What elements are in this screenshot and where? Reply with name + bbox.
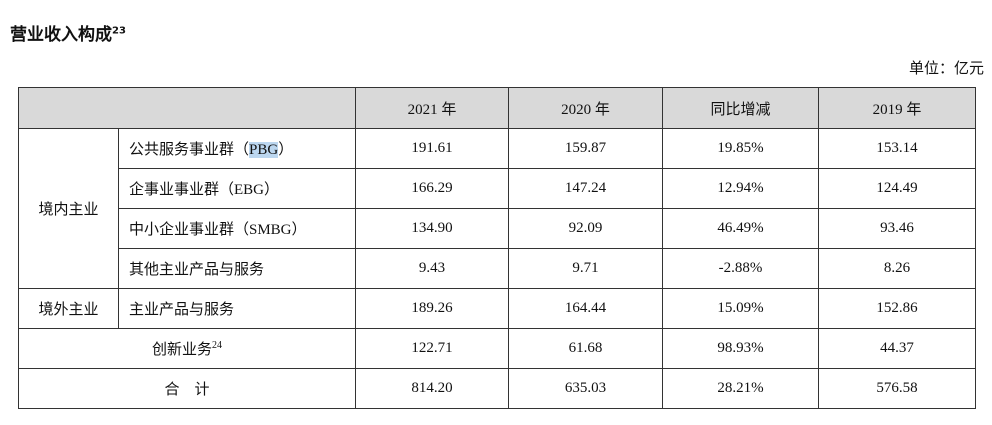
label-part: 企事业事业群（EBG） <box>129 182 280 198</box>
label-text: 创新业务 <box>151 342 212 358</box>
row-label: 中小企业事业群（SMBG） <box>118 208 356 249</box>
value-cell: 153.14 <box>818 128 976 169</box>
value-cell: 635.03 <box>508 368 663 409</box>
header-cell: 2021 年 <box>355 87 509 129</box>
title: 营业收入构成23 <box>10 20 126 45</box>
value-cell: 98.93% <box>662 328 819 369</box>
group-label: 境外主业 <box>18 288 119 329</box>
value-cell: 814.20 <box>355 368 509 409</box>
header-cell: 2019 年 <box>818 87 976 129</box>
unit: 单位：亿元 <box>908 61 984 77</box>
value-cell: 122.71 <box>355 328 509 369</box>
value-cell: 9.71 <box>508 248 663 289</box>
value-cell: 19.85% <box>662 128 819 169</box>
label-part: 公共服务事业群（ <box>129 142 250 158</box>
label-text: 合 计 <box>164 382 210 398</box>
value-cell: 92.09 <box>508 208 663 249</box>
row-label: 主业产品与服务 <box>118 288 356 329</box>
value-cell: 12.94% <box>662 168 819 209</box>
header-row: 2021 年 2020 年同比增减 2019 年 <box>18 87 976 129</box>
value-cell: 164.44 <box>508 288 663 329</box>
value-cell: 147.24 <box>508 168 663 209</box>
footnote-ref: 23 <box>112 25 126 37</box>
value-cell: 46.49% <box>662 208 819 249</box>
table-row: 企事业事业群（EBG） 166.29 147.24 12.94% 124.49 <box>19 168 976 209</box>
label-part: 中小企业事业群（SMBG） <box>129 222 307 238</box>
table-row: 中小企业事业群（SMBG） 134.90 92.09 46.49% 93.46 <box>19 208 976 249</box>
row-label: 其他主业产品与服务 <box>118 248 356 289</box>
header-cell: 同比增减 <box>662 87 819 129</box>
value-cell: 93.46 <box>818 208 976 249</box>
title-text: 营业收入构成 <box>10 25 112 45</box>
value-cell: 15.09% <box>662 288 819 329</box>
label-part: ） <box>278 142 294 158</box>
revenue-table: 2021 年 2020 年同比增减 2019 年境内主业 公共服务事业群（PBG） 19… <box>18 87 976 409</box>
value-cell: 152.86 <box>818 288 976 329</box>
table-row: 境内主业 公共服务事业群（PBG） 191.61 159.87 19.85% 153.14 <box>18 128 976 289</box>
value-cell: 166.29 <box>355 168 509 209</box>
label-part: PBG <box>249 142 279 158</box>
table-row: 其他主业产品与服务 9.43 9.71 -2.88% 8.26 <box>19 248 976 289</box>
table-row: 创新业务24 122.71 61.68 98.93% 44.37 <box>18 328 976 369</box>
value-cell: 159.87 <box>508 128 663 169</box>
label-part: 主业产品与服务 <box>129 302 235 318</box>
value-cell: 191.61 <box>355 128 509 169</box>
row-label: 创新业务24 <box>18 328 356 369</box>
header-cell: 2020 年 <box>508 87 663 129</box>
value-cell: 9.43 <box>355 248 509 289</box>
row-label: 公共服务事业群（PBG） <box>118 128 356 169</box>
value-cell: 61.68 <box>508 328 663 369</box>
value-cell: 28.21% <box>662 368 819 409</box>
table-row: 合 计 814.20 635.03 28.21% 576.58 <box>18 368 976 409</box>
label-part: 其他主业产品与服务 <box>129 262 265 278</box>
value-cell: 576.58 <box>818 368 976 409</box>
value-cell: -2.88% <box>662 248 819 289</box>
value-cell: 124.49 <box>818 168 976 209</box>
row-label: 企事业事业群（EBG） <box>118 168 356 209</box>
table-row: 境外主业 主业产品与服务 189.26 164.44 15.09% 152.86 <box>18 288 976 329</box>
value-cell: 189.26 <box>355 288 509 329</box>
group-label: 境内主业 <box>18 128 119 289</box>
value-cell: 134.90 <box>355 208 509 249</box>
footnote-ref: 24 <box>212 340 222 351</box>
header-cell <box>18 87 356 129</box>
value-cell: 8.26 <box>818 248 976 289</box>
row-label: 合 计 <box>18 368 356 409</box>
value-cell: 44.37 <box>818 328 976 369</box>
